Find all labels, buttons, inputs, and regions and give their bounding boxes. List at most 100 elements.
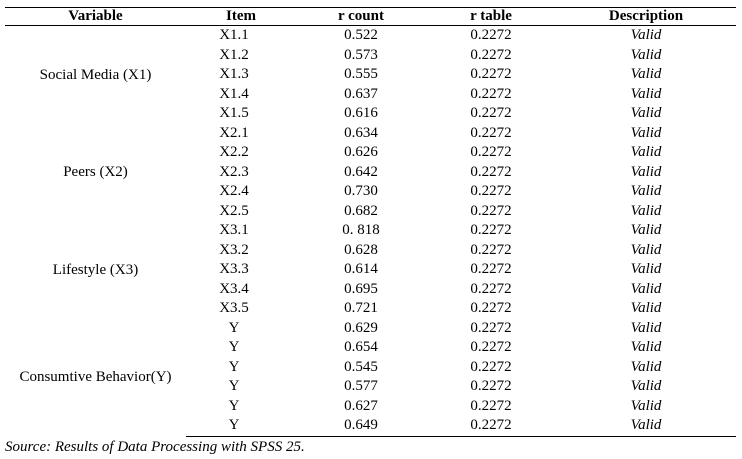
r-count-cell: 0. 818 [342,222,380,238]
table-row: Social Media (X1) X1.1 0.522 0.2272 Valid [5,26,736,83]
description-cell: Valid [630,397,662,414]
r-table-cell: 0.2272 [426,416,556,437]
r-table-cell: 0.2272 [470,241,512,258]
item-cell: X1.4 [219,85,249,102]
table-row: Y 0.649 0.2272 Valid [5,416,736,437]
description-cell: Valid [630,280,662,297]
source-note: Source: Results of Data Processing with … [5,439,305,455]
r-table-cell: 0.2272 [470,163,512,180]
r-count-cell: 0.654 [344,339,378,355]
description-cell: Valid [630,300,662,316]
validity-table: Variable Item r count r table Descriptio… [5,7,736,437]
description-cell: Valid [630,378,662,394]
item-cell: Y [186,416,296,437]
r-count-cell: 0.573 [344,46,378,63]
table-row: X3.4 0.695 0.2272 Valid [5,280,736,300]
r-count-cell: 0.695 [344,280,378,297]
description-cell: Valid [630,144,662,160]
item-cell: X1.1 [219,27,249,43]
r-table-cell: 0.2272 [470,183,512,199]
item-cell: X2.2 [219,144,249,160]
item-cell: X3.4 [219,280,249,297]
variable-cell: Lifestyle (X3) [52,261,139,278]
item-cell: X2.3 [219,163,249,180]
description-cell: Valid [630,261,662,277]
description-cell: Valid [630,163,662,180]
r-table-cell: 0.2272 [470,378,512,394]
r-table-cell: 0.2272 [470,144,512,160]
header-item: Item [186,7,296,26]
description-cell: Valid [630,202,662,219]
r-count-cell: 0.642 [344,163,378,180]
description-cell: Valid [630,222,662,238]
item-cell: X3.5 [219,300,249,316]
item-cell: X1.2 [219,46,249,63]
table-row: Lifestyle (X3) X3.1 0. 818 0.2272 Valid [5,221,736,278]
item-cell: X1.5 [219,105,249,121]
r-count-cell: 0.629 [344,319,378,336]
table-row: X3.2 0.628 0.2272 Valid [5,241,736,261]
table-row: Consumtive Behavior(Y) Y 0.629 0.2272 Valid [5,319,736,386]
table-row: X1.4 0.637 0.2272 Valid [5,85,736,105]
r-count-cell: 0.627 [344,397,378,414]
r-count-cell: 0.649 [296,416,426,437]
table-header: Variable Item r count r table Descriptio… [5,7,736,26]
description-cell: Valid [630,183,662,199]
item-cell: Y [228,358,240,375]
r-count-cell: 0.637 [344,85,378,102]
variable-cell: Consumtive Behavior(Y) [19,369,172,386]
table-row: Y 0.627 0.2272 Valid [5,397,736,417]
r-count-cell: 0.721 [344,300,378,316]
table-row: X2.4 0.730 0.2272 Valid [5,182,736,202]
r-table-cell: 0.2272 [470,202,512,219]
table-row: X3.3 0.614 0.2272 Valid [5,260,736,280]
r-count-cell: 0.626 [344,144,378,160]
item-cell: X2.4 [219,183,249,199]
item-cell: X3.3 [219,261,249,277]
r-table-cell: 0.2272 [470,300,512,316]
r-count-cell: 0.628 [344,241,378,258]
r-table-cell: 0.2272 [470,339,512,355]
header-r-count: r count [296,7,426,26]
description-cell: Valid [630,85,662,102]
description-cell: Valid [630,358,662,375]
header-r-table: r table [426,7,556,26]
r-table-cell: 0.2272 [470,124,512,141]
r-table-cell: 0.2272 [470,85,512,102]
table-row: X3.5 0.721 0.2272 Valid [5,299,736,319]
table-row: X1.3 0.555 0.2272 Valid [5,65,736,85]
r-table-cell: 0.2272 [470,105,512,121]
description-cell: Valid [630,319,662,336]
table-row: X2.3 0.642 0.2272 Valid [5,163,736,183]
description-cell: Valid [630,105,662,121]
r-count-cell: 0.634 [344,124,378,141]
r-table-cell: 0.2272 [470,358,512,375]
variable-cell: Social Media (X1) [39,66,152,83]
item-cell: Y [228,397,240,414]
item-cell: X3.2 [219,241,249,258]
description-cell: Valid [630,46,662,63]
description-cell: Valid [630,27,662,43]
r-table-cell: 0.2272 [470,46,512,63]
item-cell: Y [228,339,240,355]
r-count-cell: 0.614 [344,261,378,277]
r-count-cell: 0.730 [344,183,378,199]
r-count-cell: 0.682 [344,202,378,219]
r-table-cell: 0.2272 [470,27,512,43]
r-table-cell: 0.2272 [470,66,512,82]
description-cell: Valid [630,339,662,355]
description-cell: Valid [630,124,662,141]
table-row: X2.5 0.682 0.2272 Valid [5,202,736,222]
table-row: X1.5 0.616 0.2272 Valid [5,104,736,124]
table-body: Social Media (X1) X1.1 0.522 0.2272 Valid X1.… [5,26,736,437]
description-cell: Valid [556,416,736,437]
description-cell: Valid [630,66,662,82]
table-row: Peers (X2) X2.1 0.634 0.2272 Valid [5,124,736,181]
header-description: Description [556,7,736,26]
item-cell: X3.1 [219,222,249,238]
r-table-cell: 0.2272 [470,397,512,414]
item-cell: X2.5 [219,202,249,219]
r-count-cell: 0.545 [344,358,378,375]
r-table-cell: 0.2272 [470,261,512,277]
